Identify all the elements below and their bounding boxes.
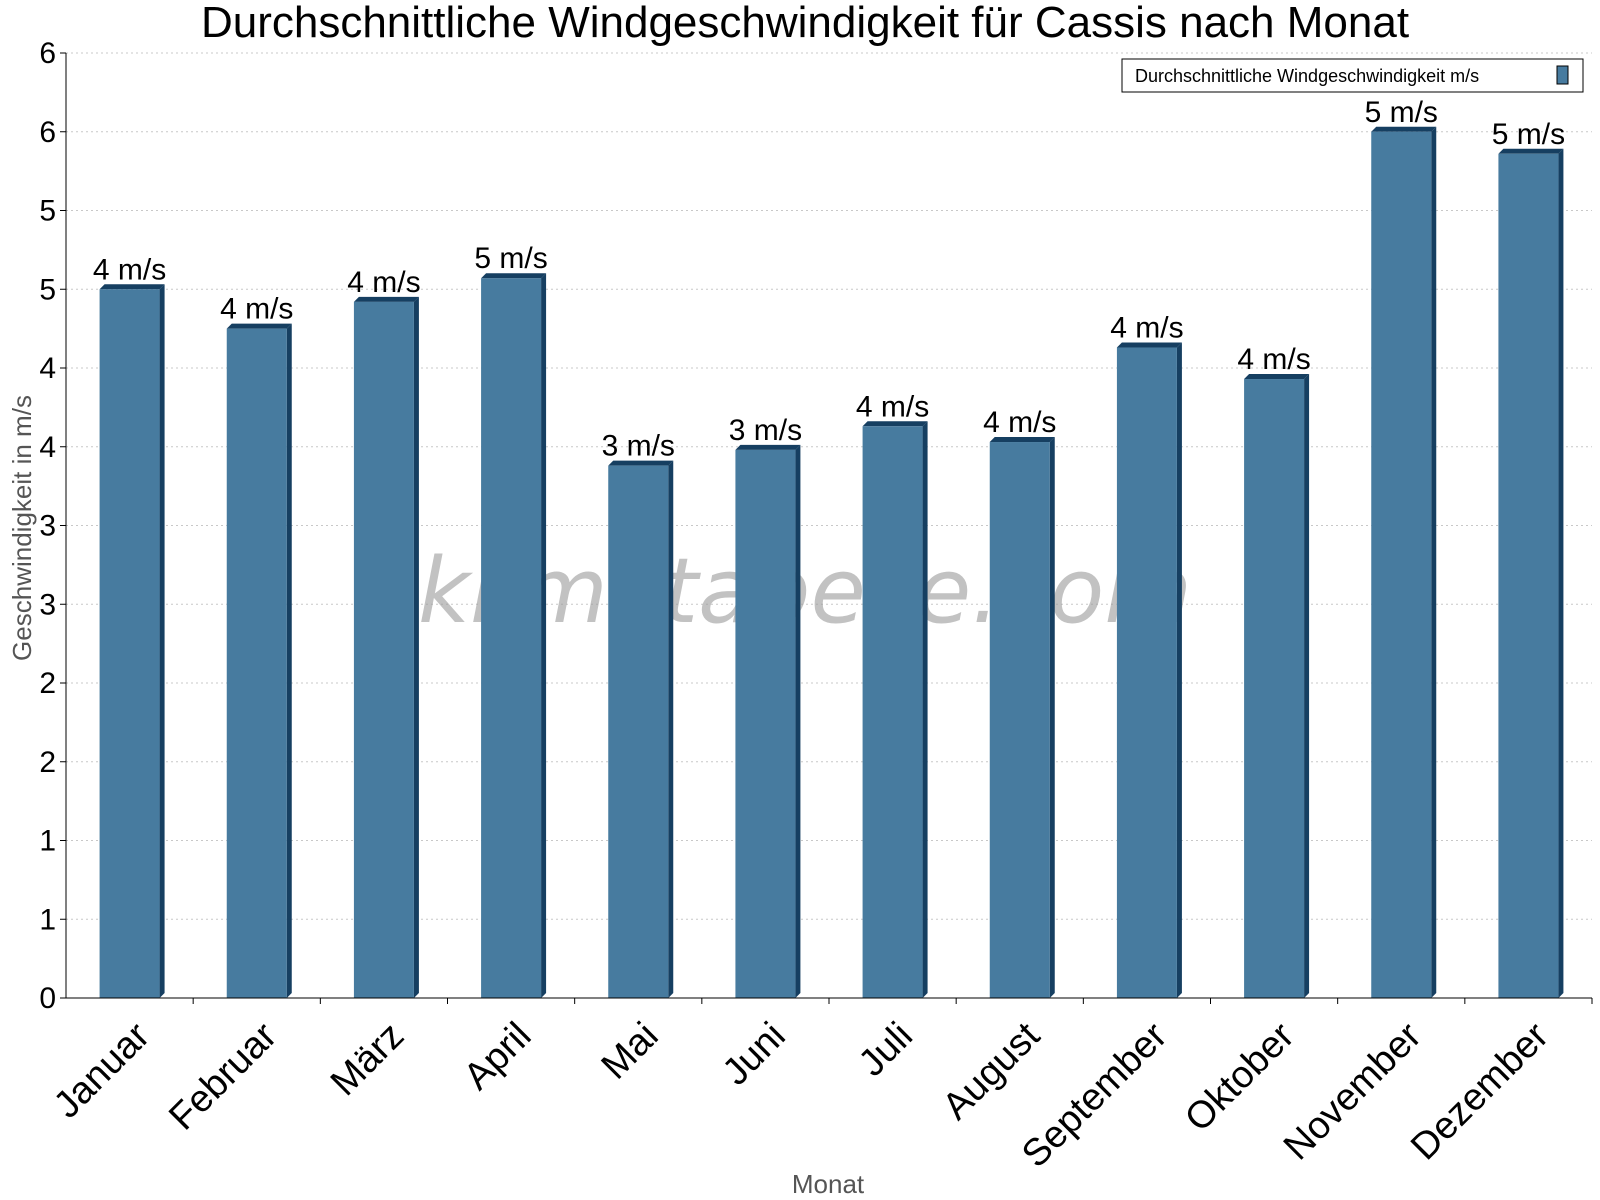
x-tick-label: November — [1276, 1014, 1430, 1168]
bar — [481, 278, 542, 999]
bar-side — [922, 421, 928, 998]
bar-group: 4 m/s — [347, 266, 421, 999]
x-tick-label: Dezember — [1403, 1014, 1557, 1168]
bar-top — [1498, 148, 1564, 154]
bar-top — [1116, 342, 1182, 348]
y-axis-label: Geschwindigkeit in m/s — [7, 395, 37, 661]
x-tick-label: Juni — [715, 1015, 794, 1094]
data-label: 5 m/s — [474, 242, 547, 275]
data-label: 4 m/s — [1237, 343, 1310, 376]
bar-group: 3 m/s — [602, 430, 675, 998]
bar-top — [99, 284, 165, 290]
bar-group: 5 m/s — [1365, 96, 1438, 998]
bar-group: 4 m/s — [93, 253, 166, 998]
bar-group: 4 m/s — [220, 293, 293, 998]
bars: 4 m/s 4 m/s 4 m/s 5 m/s 3 m/s 3 m/s 4 m/s 4 m/s… — [93, 96, 1565, 999]
legend-swatch — [1556, 65, 1569, 85]
bar-group: 5 m/s — [1492, 118, 1565, 999]
bar-top — [1371, 126, 1437, 132]
bar — [989, 442, 1050, 998]
bar-top — [735, 444, 801, 450]
legend-label: Durchschnittliche Windgeschwindigkeit m/… — [1135, 66, 1479, 86]
y-tick-label: 6 — [39, 116, 56, 149]
data-label: 4 m/s — [93, 253, 166, 286]
x-tick-label: Juli — [851, 1015, 921, 1085]
y-tick-label: 6 — [39, 37, 56, 70]
y-tick-label: 3 — [39, 588, 56, 621]
x-tick-label: Oktober — [1177, 1014, 1303, 1140]
bar — [1244, 379, 1305, 998]
bar-side — [1176, 342, 1182, 998]
data-label: 4 m/s — [347, 266, 420, 299]
bar-top — [989, 437, 1055, 443]
y-tick-label: 1 — [39, 825, 56, 858]
bar-group: 3 m/s — [729, 414, 802, 998]
bar — [1371, 131, 1432, 998]
y-tick-label: 5 — [39, 273, 56, 306]
bar-side — [159, 284, 165, 998]
bar-side — [668, 460, 674, 998]
data-label: 4 m/s — [1110, 312, 1183, 345]
bar-group: 4 m/s — [983, 406, 1056, 998]
y-tick-label: 3 — [39, 510, 56, 543]
bar-side — [1558, 148, 1564, 999]
data-label: 4 m/s — [983, 406, 1056, 439]
bar-side — [1049, 437, 1055, 998]
bar — [735, 449, 796, 998]
x-axis-label: Monat — [792, 1169, 865, 1199]
bar-top — [481, 273, 547, 279]
chart-title: Durchschnittliche Windgeschwindigkeit fü… — [201, 0, 1409, 47]
bar-side — [541, 273, 547, 999]
bar-side — [413, 296, 419, 999]
data-label: 5 m/s — [1365, 96, 1438, 129]
bar-group: 4 m/s — [1110, 312, 1184, 998]
data-label: 3 m/s — [729, 414, 802, 447]
bar-top — [608, 460, 674, 466]
data-label: 3 m/s — [602, 430, 675, 463]
y-tick-label: 4 — [39, 431, 56, 464]
data-label: 4 m/s — [220, 293, 293, 326]
x-tick-label: Januar — [46, 1014, 158, 1126]
bar — [1116, 347, 1177, 998]
bar — [1498, 153, 1559, 999]
bar-top — [353, 296, 419, 302]
y-tick-label: 2 — [39, 667, 56, 700]
gridlines — [66, 52, 1592, 920]
bar-top — [862, 421, 928, 427]
bar-group: 4 m/s — [1237, 343, 1311, 998]
legend-box — [1121, 58, 1584, 93]
x-tick-label: August — [935, 1014, 1049, 1128]
bar-group: 4 m/s — [856, 390, 929, 998]
x-tick-label: April — [456, 1015, 539, 1098]
legend: Durchschnittliche Windgeschwindigkeit m/… — [1121, 58, 1584, 93]
bar-side — [1304, 374, 1310, 998]
y-tick-label: 2 — [39, 746, 56, 779]
bar — [99, 289, 160, 998]
bar-group: 5 m/s — [474, 242, 548, 999]
x-tick-label: März — [323, 1015, 412, 1104]
bar-top — [226, 323, 292, 329]
x-tick-label: Mai — [594, 1015, 667, 1088]
y-tick-label: 4 — [39, 352, 56, 385]
y-tick-label: 5 — [39, 195, 56, 228]
bar — [862, 426, 923, 998]
bar — [226, 328, 287, 998]
bar-side — [1431, 126, 1437, 998]
y-tick-label: 0 — [39, 982, 56, 1015]
x-tick-label: Februar — [161, 1014, 285, 1138]
data-label: 4 m/s — [856, 390, 929, 423]
y-tick-label: 1 — [39, 903, 56, 936]
bar-side — [286, 323, 292, 998]
data-label: 5 m/s — [1492, 118, 1565, 151]
watermark: klimatabelle.com — [418, 539, 1192, 644]
bar-top — [1244, 374, 1310, 380]
bar — [353, 301, 414, 999]
bar-side — [795, 444, 801, 998]
bar — [608, 465, 669, 998]
